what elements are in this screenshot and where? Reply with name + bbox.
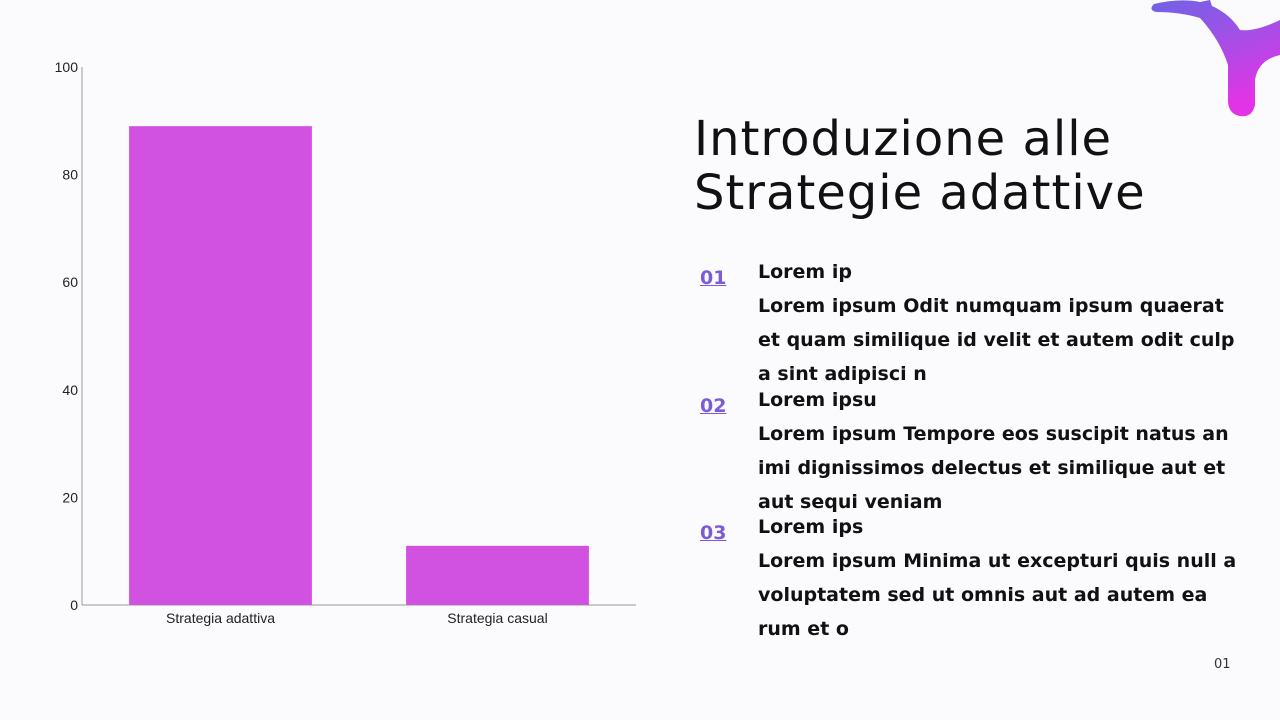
item-heading: Lorem ips	[758, 516, 864, 538]
x-tick-label: Strategia adattiva	[166, 610, 275, 626]
y-tick-label: 100	[55, 59, 79, 75]
item-body: Lorem ipsum Tempore eos suscipit natus a…	[758, 423, 1229, 513]
purple-gradient-blob-icon	[1151, 0, 1280, 117]
title-line-1: Introduzione alle	[694, 111, 1113, 167]
y-tick-label: 0	[70, 597, 78, 613]
item-heading: Lorem ip	[758, 261, 852, 283]
item-number: 01	[700, 267, 727, 289]
bar-chart: 0 20 40 60 80 100 Strategia adattiva Strategia …	[55, 59, 636, 626]
item-body: Lorem ipsum Odit numquam ipsum quaerat e…	[758, 295, 1235, 385]
x-tick-label: Strategia casual	[447, 610, 547, 626]
page-number: 01	[1214, 657, 1231, 672]
y-tick-label: 80	[62, 167, 78, 183]
item-number: 03	[700, 522, 727, 544]
y-tick-label: 40	[62, 382, 78, 398]
slide-title: Introduzione alle Strategie adattive	[694, 112, 1146, 220]
y-tick-label: 20	[62, 489, 78, 505]
bar	[406, 545, 589, 605]
bar	[129, 126, 312, 606]
item-body: Lorem ipsum Minima ut excepturi quis nul…	[758, 550, 1237, 640]
y-tick-label: 60	[62, 274, 78, 290]
item-number: 02	[700, 395, 727, 417]
item-heading: Lorem ipsu	[758, 389, 877, 411]
title-line-2: Strategie adattive	[694, 165, 1146, 221]
